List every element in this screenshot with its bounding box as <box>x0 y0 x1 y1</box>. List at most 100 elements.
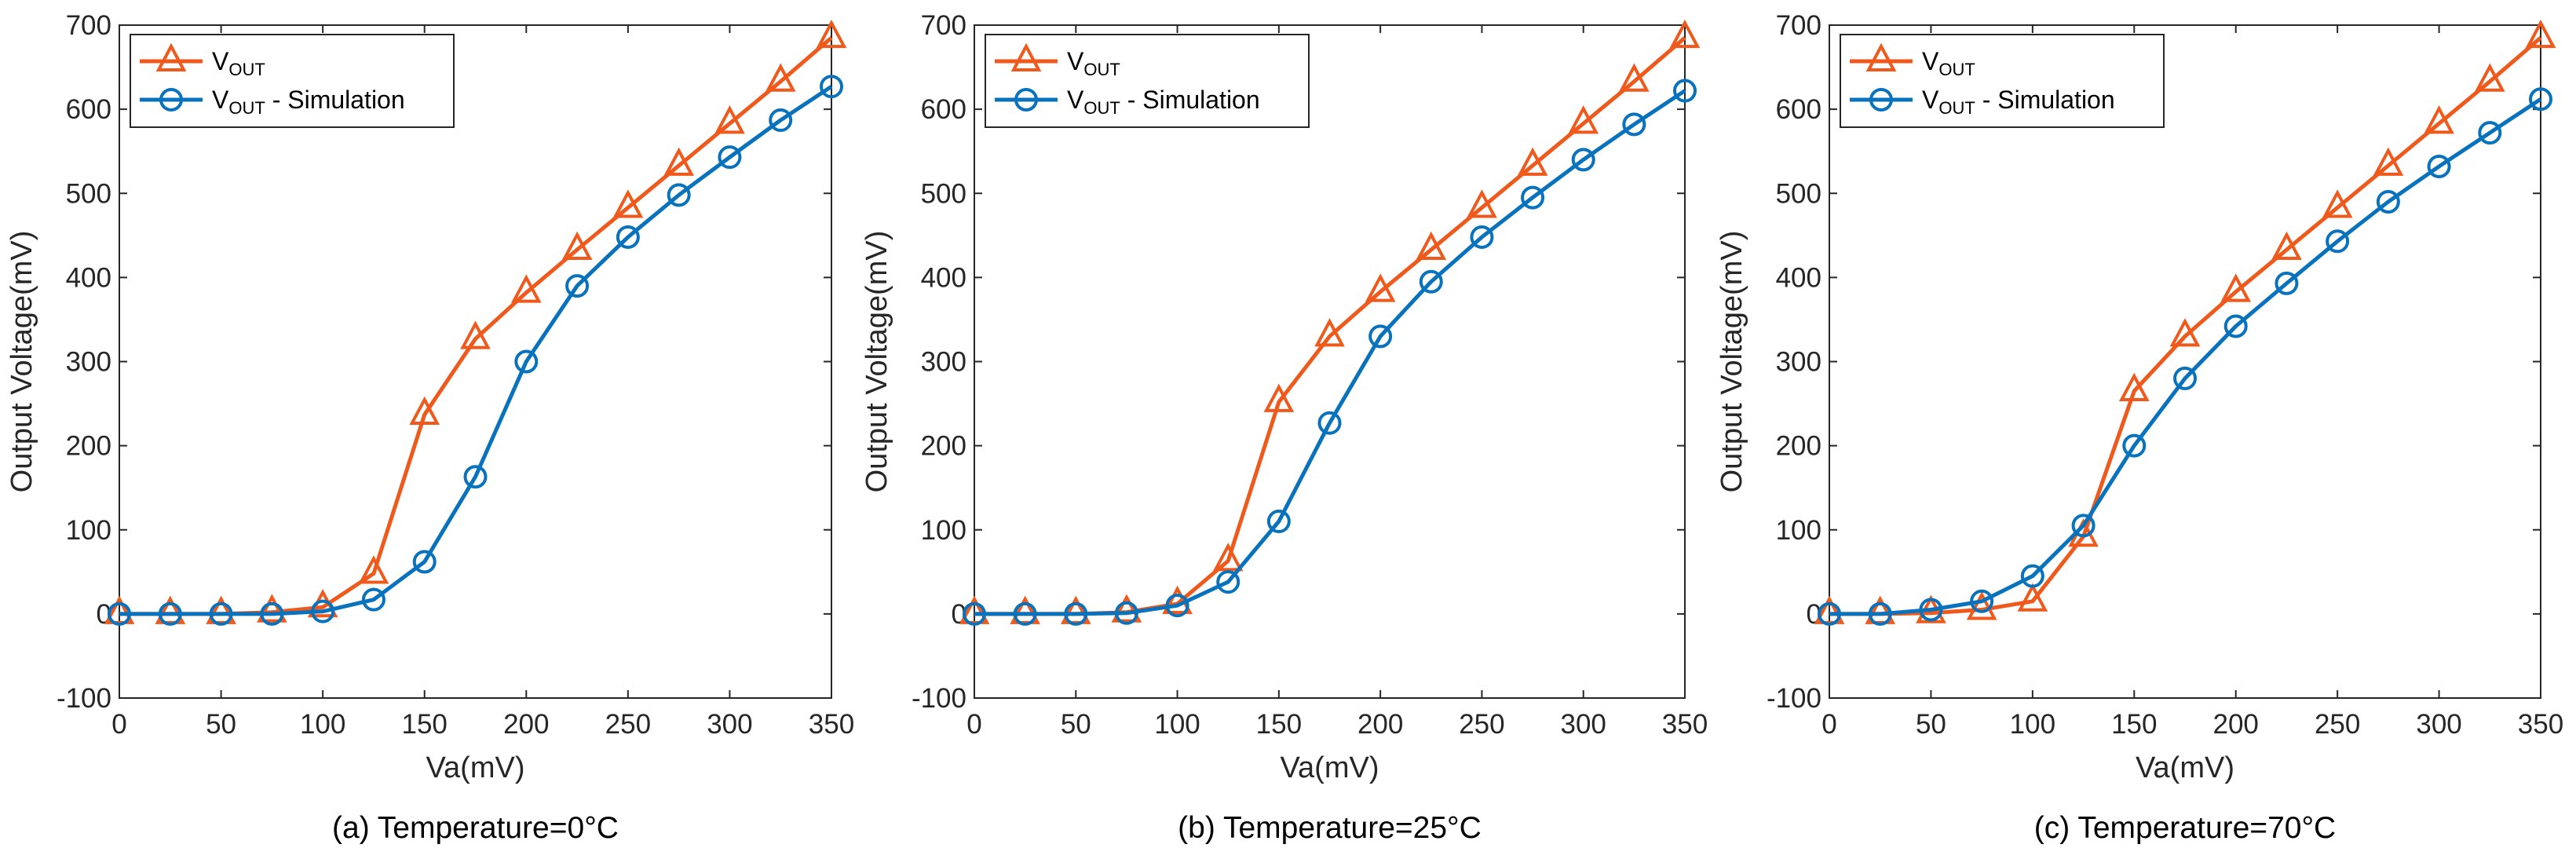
x-tick-label: 100 <box>300 709 345 740</box>
x-tick-label: 0 <box>1821 709 1836 740</box>
chart-panel-a: 0 50 100 150 200 250 300 350-100010020030040050… <box>5 10 854 845</box>
data-point-vout-simulation <box>108 601 131 626</box>
data-point-vout <box>1966 591 1997 620</box>
y-tick-label: 700 <box>921 10 966 41</box>
legend-marker-triangle-icon <box>1865 42 1897 71</box>
data-point-vout-simulation <box>158 601 182 626</box>
y-tick-label: 600 <box>66 94 111 125</box>
x-tick-label: 0 <box>111 709 126 740</box>
chart-panel-c: 0 50 100 150 200 250 300 350-100010020030040050… <box>1716 10 2563 845</box>
series-line-vout-simulation <box>119 85 833 616</box>
data-point-vout <box>2271 231 2302 261</box>
data-point-vout-simulation <box>1521 185 1545 210</box>
x-tick-label: 350 <box>2518 709 2563 740</box>
y-tick-label: 700 <box>66 10 111 41</box>
x-tick-label: 50 <box>1916 709 1946 740</box>
y-axis-label: Output Voltage(mV) <box>860 231 893 493</box>
data-point-vout-simulation <box>1622 112 1646 137</box>
x-tick-label: 250 <box>605 709 651 740</box>
y-tick-label: 700 <box>1776 10 1821 41</box>
data-point-vout-simulation <box>361 587 385 612</box>
x-tick-label: 250 <box>1459 709 1504 740</box>
y-tick-label: 500 <box>921 178 966 209</box>
data-point-vout-simulation <box>1114 601 1138 625</box>
panel-caption: (c) Temperature=70°C <box>2034 811 2336 845</box>
x-tick-label: 200 <box>503 709 549 740</box>
data-point-vout-simulation <box>2326 229 2350 254</box>
data-point-vout-simulation <box>1368 324 1393 349</box>
x-tick-label: 0 <box>966 709 981 740</box>
x-tick-label: 150 <box>1256 709 1302 740</box>
data-point-vout <box>1314 318 1345 347</box>
y-tick-label: 100 <box>921 515 966 546</box>
x-tick-label: 50 <box>206 709 236 740</box>
y-tick-label: 500 <box>1776 178 1821 209</box>
y-axis-label: Output Voltage(mV) <box>1716 231 1748 493</box>
data-point-vout <box>1212 543 1244 572</box>
data-point-vout <box>663 147 694 176</box>
panel-caption: (a) Temperature=0°C <box>332 811 619 845</box>
legend: VOUT VOUT - Simulation <box>985 34 1310 128</box>
data-point-vout-simulation <box>412 550 437 574</box>
data-point-vout <box>765 63 796 92</box>
legend: VOUT VOUT - Simulation <box>1840 34 2165 128</box>
legend-label-measured: VOUT <box>1067 47 1120 79</box>
x-tick-label: 300 <box>707 709 752 740</box>
data-point-vout-simulation <box>2020 564 2044 588</box>
data-point-vout-simulation <box>718 145 742 170</box>
y-tick-label: 600 <box>921 94 966 125</box>
x-tick-label: 350 <box>1662 709 1708 740</box>
data-point-vout-simulation <box>1419 269 1443 294</box>
data-point-vout-simulation <box>2478 121 2502 145</box>
data-point-vout-simulation <box>1165 594 1189 618</box>
data-point-vout-simulation <box>514 349 539 374</box>
data-point-vout-simulation <box>2223 314 2248 338</box>
data-point-vout <box>2220 273 2252 302</box>
y-tick-label: 300 <box>66 347 111 378</box>
data-point-vout <box>358 555 389 584</box>
series-line-vout-simulation <box>974 89 1686 616</box>
data-point-vout-simulation <box>1013 601 1037 626</box>
data-point-vout-simulation <box>565 274 590 298</box>
data-point-vout-simulation <box>963 601 986 626</box>
data-point-vout-simulation <box>2427 154 2451 178</box>
y-tick-label: 400 <box>921 262 966 293</box>
data-point-vout <box>816 19 847 49</box>
data-point-vout <box>1517 147 1548 176</box>
x-tick-label: 200 <box>2213 709 2259 740</box>
y-tick-label: 400 <box>66 262 111 293</box>
data-point-vout <box>2474 63 2505 92</box>
data-point-vout-simulation <box>463 465 488 489</box>
data-point-vout <box>2118 372 2150 401</box>
x-tick-label: 100 <box>2010 709 2055 740</box>
legend-marker-circle-icon <box>1869 88 1893 111</box>
data-point-vout <box>1263 383 1295 412</box>
data-point-vout <box>2322 189 2353 218</box>
y-tick-label: -100 <box>57 683 111 714</box>
x-tick-label: 350 <box>809 709 854 740</box>
x-tick-label: 200 <box>1357 709 1403 740</box>
y-tick-label: 200 <box>66 431 111 462</box>
y-axis-label: Output Voltage(mV) <box>5 231 38 493</box>
data-point-vout <box>2525 19 2556 49</box>
legend-marker-triangle-icon <box>155 42 187 71</box>
y-tick-label: 100 <box>1776 515 1821 546</box>
data-point-vout-simulation <box>2071 514 2096 538</box>
data-point-vout-simulation <box>2122 433 2147 458</box>
legend: VOUT VOUT - Simulation <box>130 34 455 128</box>
y-tick-label: -100 <box>1767 683 1821 714</box>
x-axis-label: Va(mV) <box>426 751 525 784</box>
x-tick-label: 150 <box>402 709 448 740</box>
data-point-vout-simulation <box>820 75 843 99</box>
y-tick-label: 300 <box>1776 347 1821 378</box>
data-point-vout <box>2169 318 2201 347</box>
data-point-vout-simulation <box>2275 271 2299 295</box>
data-point-vout <box>2373 147 2404 176</box>
y-tick-label: 300 <box>921 347 966 378</box>
x-tick-label: 150 <box>2111 709 2157 740</box>
legend-marker-circle-icon <box>1014 88 1038 111</box>
data-point-vout-simulation <box>1470 225 1494 249</box>
x-axis-label: Va(mV) <box>2136 751 2234 784</box>
y-tick-label: 200 <box>921 431 966 462</box>
